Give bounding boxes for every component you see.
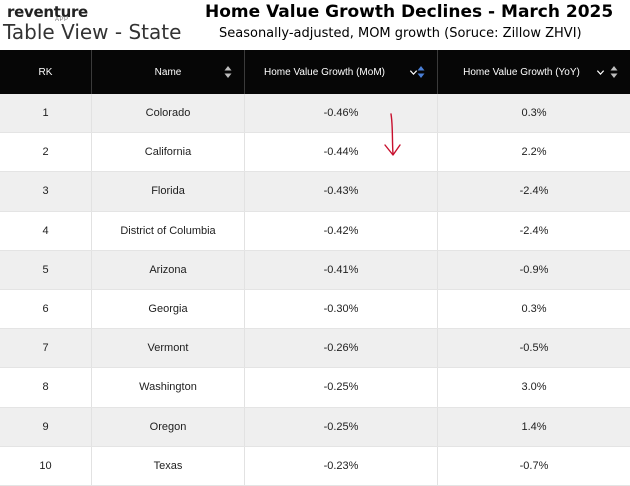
yoy-cell: 3.0% [521,381,547,394]
yoy-cell: -0.5% [519,342,549,355]
mom-cell: -0.42% [245,211,438,250]
column-header-label: RK [38,66,53,78]
yoy-cell: -2.4% [519,185,549,198]
page-subtitle: Seasonally-adjusted, MOM growth (Soruce:… [219,26,582,41]
mom-cell: -0.43% [245,172,438,211]
rank-cell: 4 [0,211,92,250]
table-row[interactable]: 10 Texas -0.23% -0.7% [0,446,630,486]
yoy-cell: -0.9% [519,263,549,276]
state-name-cell: Washington [92,368,245,407]
rank-cell: 1 [0,94,92,133]
rank-cell: 2 [0,133,92,172]
sort-icon[interactable] [610,65,618,79]
mom-cell: -0.23% [245,446,438,485]
brand-logo: reventure [7,3,88,21]
rank-cell: 3 [0,172,92,211]
state-name-cell: Georgia [92,289,245,329]
column-header-mom[interactable]: Home Value Growth (MoM) [245,50,438,94]
column-header-label: Home Value Growth (MoM) [264,66,385,78]
yoy-cell: 2.2% [521,146,547,159]
rank-cell: 8 [0,368,92,407]
column-header-rank[interactable]: RK [0,50,92,94]
state-name-cell: Florida [92,172,245,211]
column-header-yoy[interactable]: Home Value Growth (YoY) [438,50,630,94]
state-name-cell: Texas [92,446,245,485]
mom-cell: -0.30% [245,289,438,329]
chevron-down-icon[interactable] [596,68,605,77]
table-row[interactable]: 1 Colorado -0.46% 0.3% [0,94,630,134]
yoy-cell: 0.3% [521,303,547,316]
rank-cell: 6 [0,289,92,329]
table-body: 1 Colorado -0.46% 0.3% 2 California -0.4… [0,94,630,486]
chevron-down-icon[interactable] [409,68,418,77]
rank-cell: 7 [0,329,92,368]
table-row[interactable]: 5 Arizona -0.41% -0.9% [0,250,630,290]
mom-cell: -0.46% [245,94,438,133]
sort-active-icon[interactable] [417,65,425,79]
table-row[interactable]: 3 Florida -0.43% -2.4% [0,172,630,212]
red-arrow-annotation-icon [384,113,401,156]
column-header-name[interactable]: Name [92,50,245,94]
mom-cell: -0.44% [245,133,438,172]
rank-cell: 9 [0,407,92,446]
mom-cell: -0.26% [245,329,438,368]
column-header-label: Home Value Growth (YoY) [463,66,580,78]
yoy-cell: -2.4% [519,224,549,237]
rank-cell: 5 [0,250,92,289]
state-name-cell: Vermont [92,329,245,368]
table-row[interactable]: 8 Washington -0.25% 3.0% [0,368,630,408]
yoy-cell: -0.7% [519,459,549,472]
column-header-label: Name [154,66,182,78]
mom-cell: -0.25% [245,407,438,446]
table-row[interactable]: 4 District of Columbia -0.42% -2.4% [0,211,630,251]
state-name-cell: District of Columbia [92,211,245,250]
table-row[interactable]: 6 Georgia -0.30% 0.3% [0,289,630,330]
sort-icon[interactable] [224,65,232,79]
state-name-cell: Arizona [92,250,245,289]
table-header: RK Name Home Value Growth (MoM) Home Val… [0,50,630,94]
view-title: Table View - State [3,20,182,44]
state-name-cell: Colorado [92,94,245,133]
state-name-cell: California [92,133,245,172]
mom-cell: -0.25% [245,368,438,407]
table-row[interactable]: 2 California -0.44% 2.2% [0,133,630,173]
state-table: RK Name Home Value Growth (MoM) Home Val… [0,50,630,486]
rank-cell: 10 [0,446,92,485]
table-row[interactable]: 9 Oregon -0.25% 1.4% [0,407,630,447]
mom-cell: -0.41% [245,250,438,289]
brand-logo-sub: APP [55,17,69,23]
state-name-cell: Oregon [92,407,245,446]
yoy-cell: 0.3% [521,107,547,120]
yoy-cell: 1.4% [521,420,547,433]
page-title: Home Value Growth Declines - March 2025 [205,2,614,22]
table-row[interactable]: 7 Vermont -0.26% -0.5% [0,329,630,369]
